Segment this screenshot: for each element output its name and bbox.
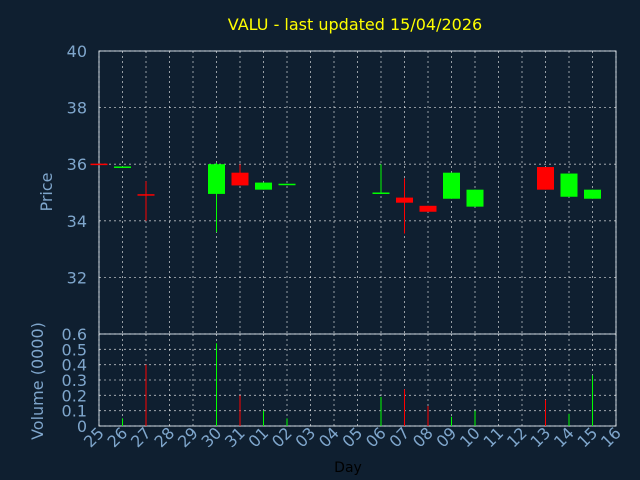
volume-tick-label: 0 xyxy=(77,417,87,436)
x-axis-label: Day xyxy=(334,460,362,476)
candle-body xyxy=(396,197,413,203)
candle-body xyxy=(419,205,437,212)
volume-tick-label: 0.3 xyxy=(62,371,87,390)
candle-body xyxy=(278,183,296,186)
y-tick-label: 38 xyxy=(67,99,87,118)
volume-tick-label: 0.2 xyxy=(62,386,87,405)
candle-body xyxy=(208,164,225,194)
chart-title: VALU - last updated 15/04/2026 xyxy=(228,15,482,34)
candle-body xyxy=(90,163,108,166)
candle-body xyxy=(443,172,460,199)
y-tick-label: 36 xyxy=(67,155,87,174)
candle-body xyxy=(137,194,155,196)
candle-body xyxy=(372,192,390,194)
y-axis-label: Price xyxy=(37,172,56,211)
volume-tick-label: 0.6 xyxy=(62,325,87,344)
volume-tick-label: 0.4 xyxy=(62,356,87,375)
volume-tick-label: 0.1 xyxy=(62,402,87,421)
candle-body xyxy=(584,189,601,199)
y-tick-label: 40 xyxy=(67,42,87,61)
y-tick-label: 34 xyxy=(67,212,87,231)
candle-body xyxy=(255,182,272,190)
y-tick-label: 32 xyxy=(67,268,87,287)
candle-body xyxy=(466,189,484,207)
candle-body xyxy=(560,173,578,197)
volume-axis-label: Volume (0000) xyxy=(28,322,47,440)
candle-body xyxy=(231,172,249,186)
volume-tick-label: 0.5 xyxy=(62,340,87,359)
candle-body xyxy=(114,166,131,168)
candle-body xyxy=(537,167,554,190)
